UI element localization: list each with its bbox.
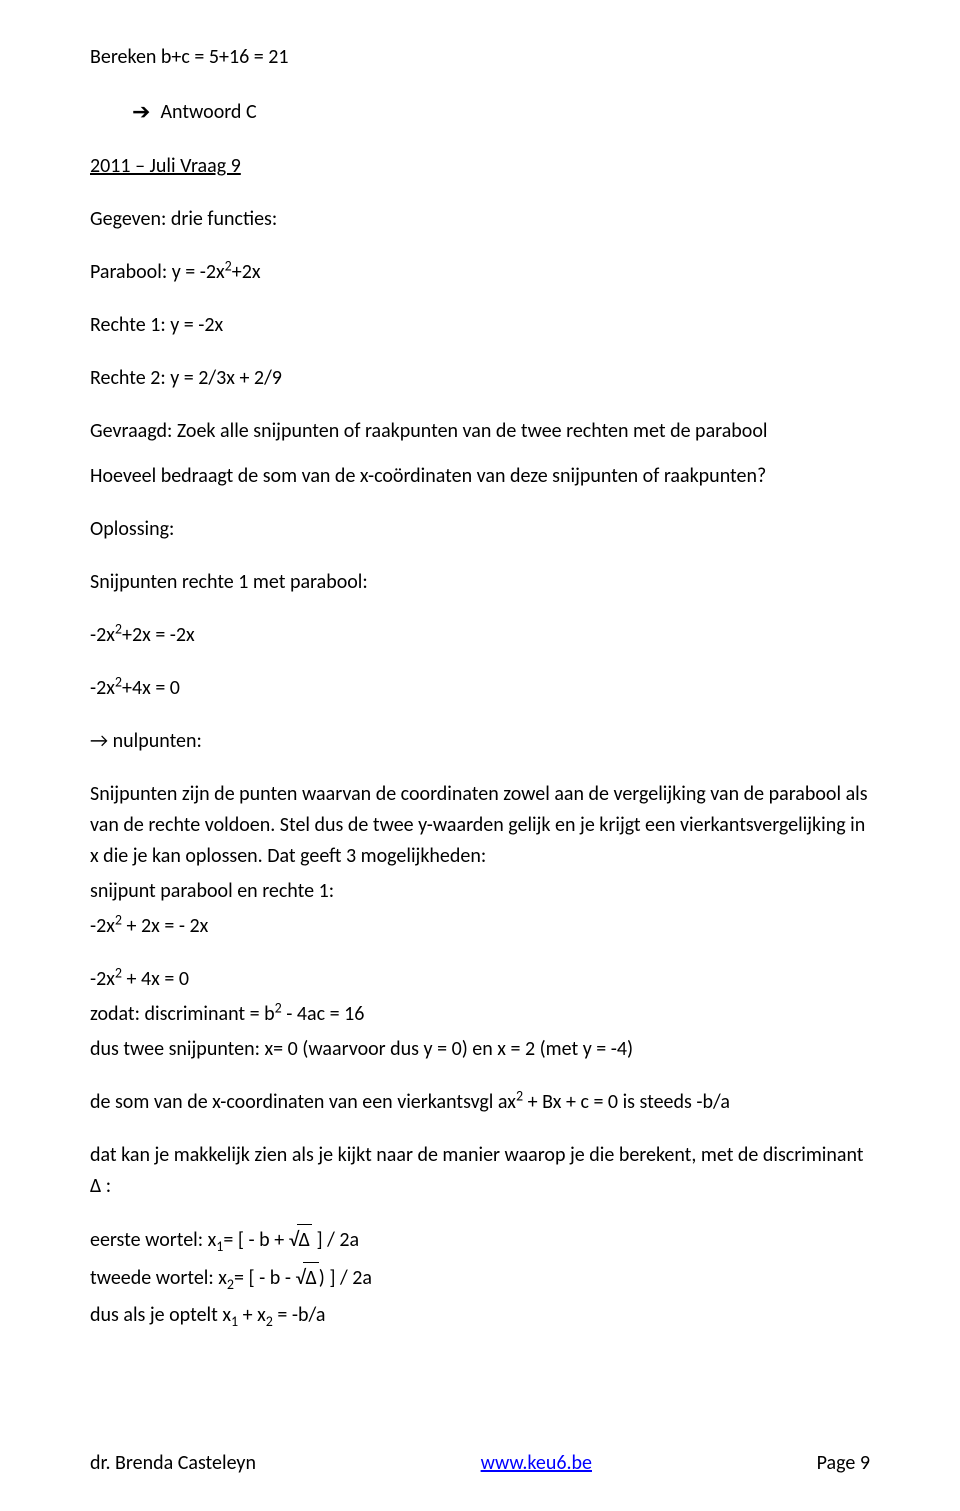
delta-under-root: Δ bbox=[303, 1262, 318, 1294]
gegeven-line: Gegeven: drie functies: bbox=[90, 204, 870, 235]
rechte1-def: Rechte 1: y = -2x bbox=[90, 310, 870, 341]
tweede-c: ) ] / 2a bbox=[319, 1266, 372, 1290]
snijpunt-label: snijpunt parabool en rechte 1: bbox=[90, 876, 870, 907]
som-line: de som van de x-coordinaten van een vier… bbox=[90, 1087, 870, 1118]
footer-page-number: Page 9 bbox=[817, 1448, 870, 1479]
arrow-right-icon: ➔ bbox=[132, 95, 150, 129]
eq4: -2x2 + 4x = 0 bbox=[90, 964, 870, 995]
eq1-b: +2x = -2x bbox=[122, 623, 195, 647]
eq1-a: -2x bbox=[90, 623, 115, 647]
snij-r1-par: Snijpunten rechte 1 met parabool: bbox=[90, 567, 870, 598]
eq2-b: +4x = 0 bbox=[122, 676, 180, 700]
zodat-b: - 4ac = 16 bbox=[282, 1002, 365, 1026]
eq1: -2x2+2x = -2x bbox=[90, 620, 870, 651]
oplossing-heading: Oplossing: bbox=[90, 514, 870, 545]
exponent-2: 2 bbox=[115, 620, 122, 637]
som-b: + Bx + c = 0 is steeds -b/a bbox=[523, 1090, 730, 1114]
eerste-b: = [ - b + bbox=[223, 1228, 288, 1252]
arrow-right-thin-icon: → bbox=[90, 729, 108, 753]
gevraagd-line: Gevraagd: Zoek alle snijpunten of raakpu… bbox=[90, 416, 870, 447]
eerste-a: eerste wortel: x bbox=[90, 1228, 216, 1252]
footer-author: dr. Brenda Casteleyn bbox=[90, 1448, 256, 1479]
gevraagd-line2: Hoeveel bedraagt de som van de x-coördin… bbox=[90, 461, 870, 492]
subscript-2: 2 bbox=[227, 1276, 234, 1293]
eq4-a: -2x bbox=[90, 967, 115, 991]
exponent-2: 2 bbox=[275, 999, 282, 1016]
answer-line: ➔ Antwoord C bbox=[90, 95, 870, 129]
zodat-line: zodat: discriminant = b2 - 4ac = 16 bbox=[90, 999, 870, 1030]
footer-link[interactable]: www.keu6.be bbox=[481, 1448, 592, 1479]
rechte2-def: Rechte 2: y = 2/3x + 2/9 bbox=[90, 363, 870, 394]
answer-label: Antwoord C bbox=[160, 97, 256, 128]
explain-block: Snijpunten zijn de punten waarvan de coo… bbox=[90, 779, 870, 872]
question-heading-text: 2011 – Juli Vraag 9 bbox=[90, 154, 241, 178]
question-heading: 2011 – Juli Vraag 9 bbox=[90, 151, 870, 182]
dat-kan-line: dat kan je makkelijk zien als je kijkt n… bbox=[90, 1140, 870, 1202]
eerste-wortel: eerste wortel: x1= [ - b + √Δ ] / 2a bbox=[90, 1224, 870, 1256]
eq2-a: -2x bbox=[90, 676, 115, 700]
exponent-2: 2 bbox=[115, 964, 122, 981]
eq2: -2x2+4x = 0 bbox=[90, 673, 870, 704]
exponent-2: 2 bbox=[115, 911, 122, 928]
dusals-c: = -b/a bbox=[273, 1303, 326, 1327]
delta-under-root: Δ bbox=[297, 1224, 312, 1256]
calc-line: Bereken b+c = 5+16 = 21 bbox=[90, 42, 870, 73]
parabool-tail: +2x bbox=[232, 260, 261, 284]
exponent-2: 2 bbox=[516, 1087, 523, 1104]
subscript-2: 2 bbox=[266, 1313, 273, 1330]
parabool-def: Parabool: y = -2x2+2x bbox=[90, 257, 870, 288]
tweede-a: tweede wortel: x bbox=[90, 1266, 227, 1290]
dus-als-optelt: dus als je optelt x1 + x2 = -b/a bbox=[90, 1300, 870, 1331]
dusals-a: dus als je optelt x bbox=[90, 1303, 231, 1327]
dus-twee-line: dus twee snijpunten: x= 0 (waarvoor dus … bbox=[90, 1034, 870, 1065]
tweede-wortel: tweede wortel: x2= [ - b - √Δ) ] / 2a bbox=[90, 1262, 870, 1294]
eq4-b: + 4x = 0 bbox=[122, 967, 189, 991]
page-footer: dr. Brenda Casteleyn www.keu6.be Page 9 bbox=[90, 1448, 870, 1479]
nulpunten-text: nulpunten: bbox=[108, 729, 202, 753]
parabool-prefix: Parabool: y = -2x bbox=[90, 260, 225, 284]
dusals-b: + x bbox=[238, 1303, 266, 1327]
zodat-a: zodat: discriminant = b bbox=[90, 1002, 275, 1026]
eq3-a: -2x bbox=[90, 914, 115, 938]
eq3-b: + 2x = - 2x bbox=[122, 914, 208, 938]
eerste-c: ] / 2a bbox=[312, 1228, 359, 1252]
exponent-2: 2 bbox=[225, 257, 232, 274]
tweede-b: = [ - b - bbox=[234, 1266, 295, 1290]
nulpunten-line: → nulpunten: bbox=[90, 726, 870, 757]
eq3: -2x2 + 2x = - 2x bbox=[90, 911, 870, 942]
exponent-2: 2 bbox=[115, 673, 122, 690]
som-a: de som van de x-coordinaten van een vier… bbox=[90, 1090, 516, 1114]
